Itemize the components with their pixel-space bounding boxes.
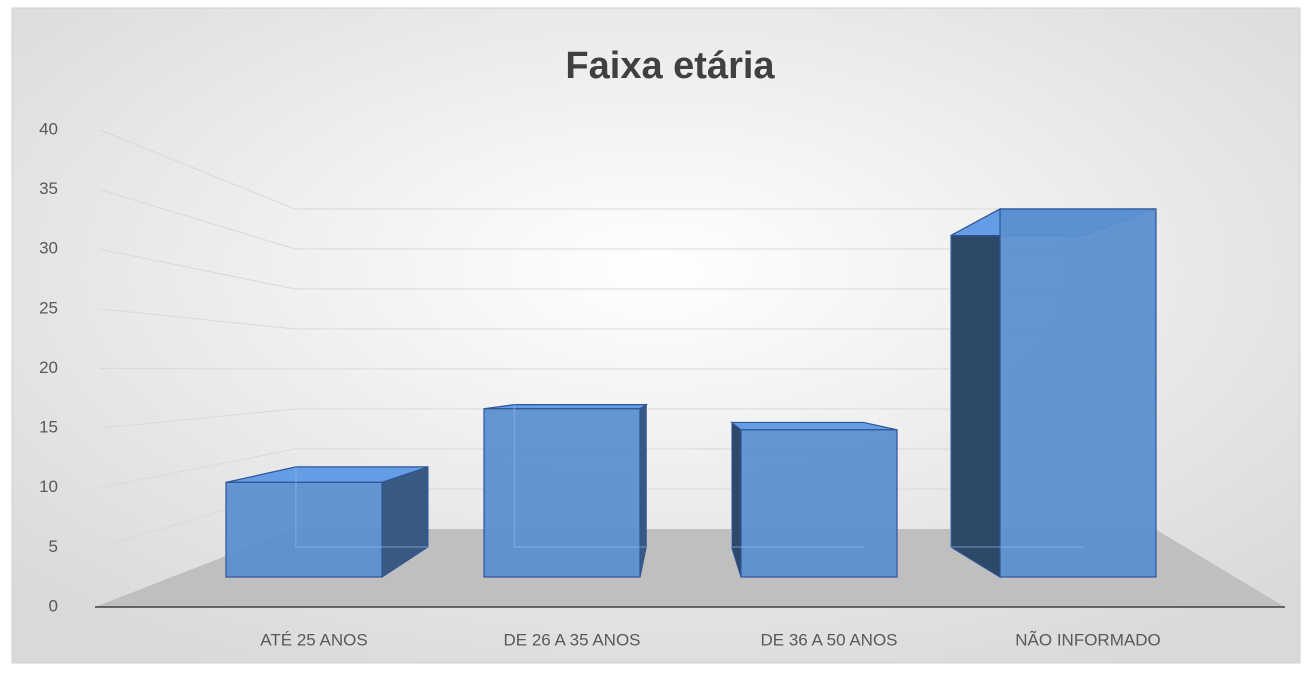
bar-top [483, 404, 649, 410]
bar-front [225, 481, 383, 578]
y-tick-label: 30 [39, 239, 58, 258]
x-tick-label: ATÉ 25 ANOS [260, 630, 367, 649]
y-tick-label: 5 [49, 537, 58, 556]
y-tick-label: 20 [39, 358, 58, 377]
bar [483, 403, 649, 578]
bar-side [639, 403, 647, 578]
bar-front [740, 429, 898, 578]
bar-front [999, 208, 1157, 578]
chart-title: Faixa etária [565, 45, 775, 87]
x-tick-label: DE 26 A 35 ANOS [503, 630, 640, 649]
grid-line [99, 408, 1155, 429]
bar [950, 207, 1157, 579]
grid-line [99, 248, 1155, 290]
bar-side [950, 207, 1001, 579]
grid-line [99, 308, 1155, 330]
y-tick-label: 35 [39, 179, 58, 198]
bar [729, 421, 898, 578]
grid-line [99, 189, 1155, 250]
bar-edge [950, 235, 1083, 548]
grid-line [99, 368, 1155, 370]
bar-edge [513, 404, 647, 548]
bar [225, 466, 429, 579]
bar-edge [295, 466, 428, 548]
x-tick-label: NÃO INFORMADO [1015, 630, 1160, 649]
y-tick-label: 0 [49, 596, 58, 615]
y-tick-label: 25 [39, 298, 58, 317]
bar-front [483, 408, 641, 578]
y-tick-label: 15 [39, 418, 58, 437]
y-tick-label: 10 [39, 477, 58, 496]
bar-edge [731, 422, 864, 548]
grid-line [99, 129, 1155, 210]
y-tick-label: 40 [39, 119, 58, 138]
x-tick-label: DE 36 A 50 ANOS [760, 630, 897, 649]
